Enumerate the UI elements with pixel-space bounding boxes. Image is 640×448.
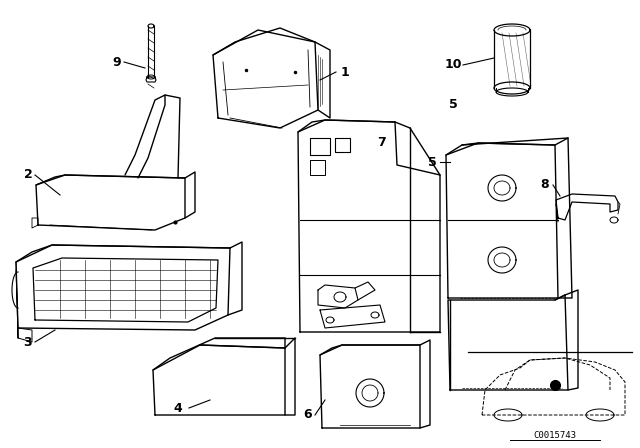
Text: 3: 3 bbox=[24, 336, 32, 349]
Text: 8: 8 bbox=[541, 178, 549, 191]
Text: 5: 5 bbox=[428, 155, 436, 168]
Text: 7: 7 bbox=[378, 137, 387, 150]
Text: 4: 4 bbox=[173, 401, 182, 414]
Text: C0015743: C0015743 bbox=[534, 431, 577, 439]
Text: 1: 1 bbox=[340, 65, 349, 78]
Text: 10: 10 bbox=[444, 59, 461, 72]
Text: 6: 6 bbox=[304, 409, 312, 422]
Text: 5: 5 bbox=[449, 99, 458, 112]
Text: 2: 2 bbox=[24, 168, 33, 181]
Text: 9: 9 bbox=[113, 56, 122, 69]
